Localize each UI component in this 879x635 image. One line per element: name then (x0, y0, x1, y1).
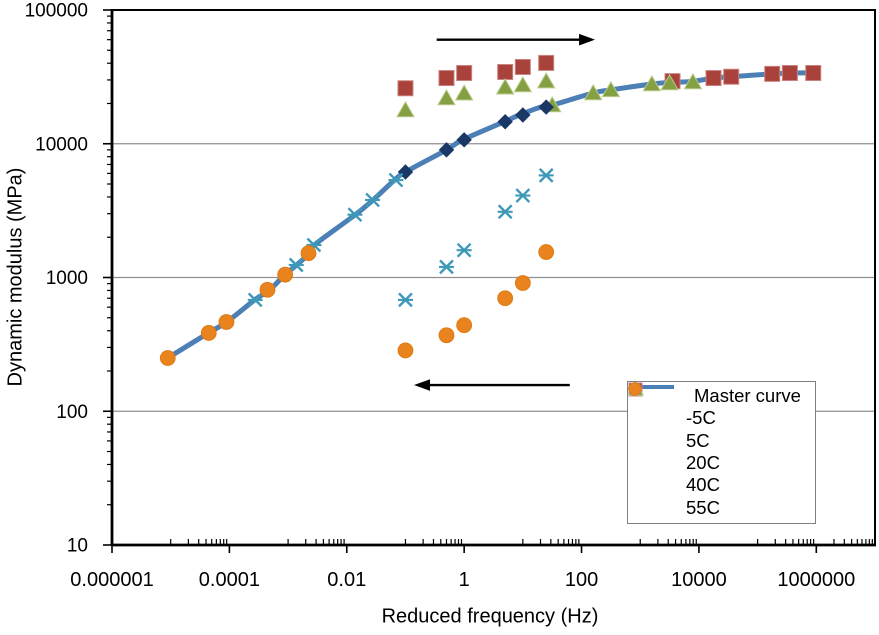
circle-marker (259, 281, 276, 298)
circle-marker (514, 275, 531, 291)
y-tick-label: 100 (56, 402, 88, 423)
triangle-marker (513, 75, 533, 93)
legend-item-minus5c: -5C (628, 382, 815, 429)
diamond-marker (538, 99, 554, 115)
square-marker (397, 80, 414, 97)
square-marker (781, 65, 798, 82)
triangle-marker (660, 73, 679, 91)
circle-marker (300, 245, 317, 262)
legend: Master curve -5C 5C 20C (627, 381, 816, 524)
triangle-marker (583, 83, 603, 101)
triangle-marker (536, 72, 556, 89)
x-tick-label: 10000 (671, 569, 727, 591)
legend-item-55c: 55C (628, 382, 815, 518)
circle-marker (159, 350, 176, 366)
square-marker (764, 65, 781, 82)
legend-item-20c: 20C (628, 382, 815, 474)
triangle-marker (642, 74, 662, 92)
y-axis-title: Dynamic modulus (MPa) (4, 167, 27, 387)
square-marker (805, 65, 822, 82)
circle-marker (397, 342, 414, 359)
x-tick-label: 100 (565, 569, 598, 591)
square-marker (514, 58, 531, 75)
x-tick-label: 0.000001 (70, 569, 153, 591)
x-axis-title: Reduced frequency (Hz) (381, 605, 599, 628)
circle-marker (456, 317, 473, 334)
legend-item-40c: 40C (628, 383, 815, 496)
shift-right-arrow-head (579, 33, 596, 46)
y-tick-label: 100000 (25, 1, 88, 22)
circle-marker (277, 266, 294, 283)
legend-item-master-curve: Master curve (628, 385, 815, 407)
y-tick-label: 10000 (35, 134, 88, 155)
x-tick-label: 1 (459, 569, 470, 591)
legend-item-5c: 5C (628, 382, 815, 452)
legend-label-20c: 20C (686, 452, 720, 474)
shift-left-arrow-head (414, 379, 431, 391)
legend-label-40c: 40C (686, 474, 720, 496)
diamond-marker (497, 114, 513, 130)
legend-label-master-curve: Master curve (694, 385, 801, 407)
square-marker (456, 65, 473, 82)
master-curve-line (165, 70, 816, 361)
triangle-marker (396, 100, 415, 118)
legend-label-minus5c: -5C (686, 407, 716, 429)
triangle-marker (454, 84, 474, 101)
diamond-marker (515, 107, 531, 123)
circle-marker (218, 314, 235, 330)
triangle-marker (437, 88, 456, 106)
triangle-marker (601, 80, 621, 98)
square-marker (723, 68, 740, 85)
triangle-marker (683, 72, 703, 90)
circle-marker (538, 244, 555, 260)
circle-marker (438, 327, 455, 344)
x-tick-label: 0.01 (327, 569, 366, 591)
square-marker (497, 63, 514, 80)
triangle-marker (495, 78, 515, 95)
x-tick-label: 1000000 (777, 569, 855, 591)
legend-label-5c: 5C (686, 429, 710, 451)
legend-label-55c: 55C (686, 496, 720, 518)
y-tick-label: 10 (67, 536, 88, 557)
square-marker (438, 70, 455, 87)
y-tick-label: 1000 (46, 268, 88, 289)
diamond-marker (456, 132, 472, 148)
x-tick-label: 0.0001 (199, 569, 260, 591)
diamond-marker (438, 142, 455, 158)
square-marker (538, 54, 555, 71)
square-marker (705, 70, 722, 87)
circle-marker (497, 290, 514, 307)
circle-marker (200, 325, 217, 341)
